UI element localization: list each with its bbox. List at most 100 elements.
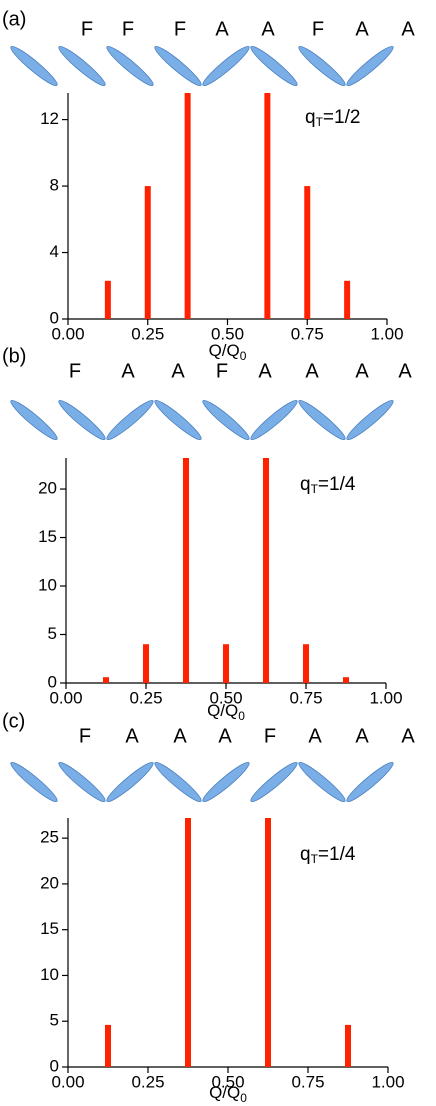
bar (143, 644, 149, 683)
spin-ellipse (202, 761, 250, 803)
annotation-sub: T (311, 852, 319, 866)
y-tick-label: 25 (40, 828, 59, 847)
spin-label: F (174, 18, 186, 40)
x-tick-label: 0.75 (291, 1072, 324, 1091)
annotation-sub: T (311, 482, 319, 496)
bar (344, 280, 351, 319)
x-label-sub: 0 (240, 349, 247, 363)
x-axis-label: Q/Q0 (209, 1083, 247, 1105)
spin-ellipse (298, 45, 346, 87)
x-label-main: Q/Q (209, 341, 240, 360)
x-tick-label: 0.50 (211, 1072, 244, 1091)
spin-ellipse (154, 45, 202, 87)
spin-label: A (401, 725, 415, 747)
x-tick-label: 0.25 (131, 1072, 164, 1091)
bar (303, 644, 309, 683)
bar (345, 1024, 351, 1067)
bar (263, 458, 269, 683)
spin-ellipse (106, 399, 154, 441)
x-tick-label: 0.25 (129, 688, 162, 707)
x-tick-label: 0.75 (289, 688, 322, 707)
spin-label: A (173, 725, 187, 747)
x-axis-label: Q/Q0 (209, 341, 247, 363)
spin-ellipse (346, 761, 394, 803)
spin-label: A (218, 725, 232, 747)
spin-ellipse (298, 399, 346, 441)
panel-label: (c) (2, 710, 25, 732)
annotation-sub: T (316, 115, 324, 129)
bar (265, 818, 271, 1067)
y-tick-label: 20 (40, 873, 59, 892)
bar (183, 458, 189, 683)
spin-label: A (125, 725, 139, 747)
bar (223, 644, 229, 683)
spin-label: F (81, 18, 93, 40)
spin-label: F (264, 725, 276, 747)
spin-ellipse (10, 45, 58, 87)
annotation: qT=1/4 (300, 844, 356, 866)
x-label-sub: 0 (240, 1091, 247, 1105)
panel-label: (a) (2, 8, 26, 30)
spin-ellipse (298, 761, 346, 803)
spin-label: A (355, 725, 369, 747)
y-tick-label: 15 (38, 527, 57, 546)
spin-label: F (79, 725, 91, 747)
x-tick-label: 0.50 (209, 688, 242, 707)
spin-label: A (398, 360, 412, 382)
x-label-main: Q/Q (207, 701, 238, 720)
x-label-main: Q/Q (209, 1083, 240, 1102)
x-tick-label: 0.00 (49, 688, 82, 707)
x-tick-label: 1.00 (371, 1072, 404, 1091)
y-tick-label: 5 (50, 1011, 59, 1030)
spin-ellipse (346, 399, 394, 441)
y-tick-label: 0 (48, 672, 57, 691)
spin-ellipse (106, 761, 154, 803)
annotation-main: q (300, 844, 311, 865)
spin-ellipse (346, 45, 394, 87)
spin-ellipse (106, 45, 154, 87)
spin-ellipse (154, 399, 202, 441)
bar (185, 818, 191, 1067)
spin-ellipse (202, 399, 250, 441)
y-tick-label: 0 (50, 308, 59, 327)
annotation: qT=1/2 (305, 107, 360, 129)
panel-label: (b) (2, 345, 26, 367)
x-tick-label: 0.25 (131, 324, 164, 343)
x-axis-label: Q/Q0 (207, 701, 245, 723)
spin-ellipse (154, 761, 202, 803)
x-label-sub: 0 (238, 709, 245, 723)
x-tick-label: 1.00 (370, 324, 403, 343)
y-tick-label: 20 (38, 479, 57, 498)
spin-label: A (215, 18, 229, 40)
spin-ellipse (202, 45, 250, 87)
y-tick-label: 15 (40, 919, 59, 938)
x-tick-label: 0.00 (51, 324, 84, 343)
spin-ellipse (250, 761, 298, 803)
bar (343, 677, 349, 683)
spin-ellipse (58, 399, 106, 441)
spin-ellipse (58, 761, 106, 803)
y-tick-label: 12 (40, 109, 59, 128)
annotation-main: q (300, 474, 311, 495)
bar (264, 93, 271, 319)
y-tick-label: 0 (50, 1056, 59, 1075)
bar (304, 186, 311, 319)
y-tick-label: 10 (38, 576, 57, 595)
annotation-rest: =1/4 (318, 844, 356, 865)
spin-label: A (171, 360, 185, 382)
spin-ellipse (10, 761, 58, 803)
spin-label: A (401, 18, 415, 40)
y-tick-label: 4 (50, 242, 59, 261)
spin-ellipse (10, 399, 58, 441)
x-tick-label: 1.00 (369, 688, 402, 707)
spin-label: A (121, 360, 135, 382)
x-tick-label: 0.00 (51, 1072, 84, 1091)
spin-ellipse (250, 399, 298, 441)
bar (103, 677, 109, 683)
spin-label: A (308, 725, 322, 747)
x-tick-label: 0.75 (291, 324, 324, 343)
x-tick-label: 0.50 (211, 324, 244, 343)
